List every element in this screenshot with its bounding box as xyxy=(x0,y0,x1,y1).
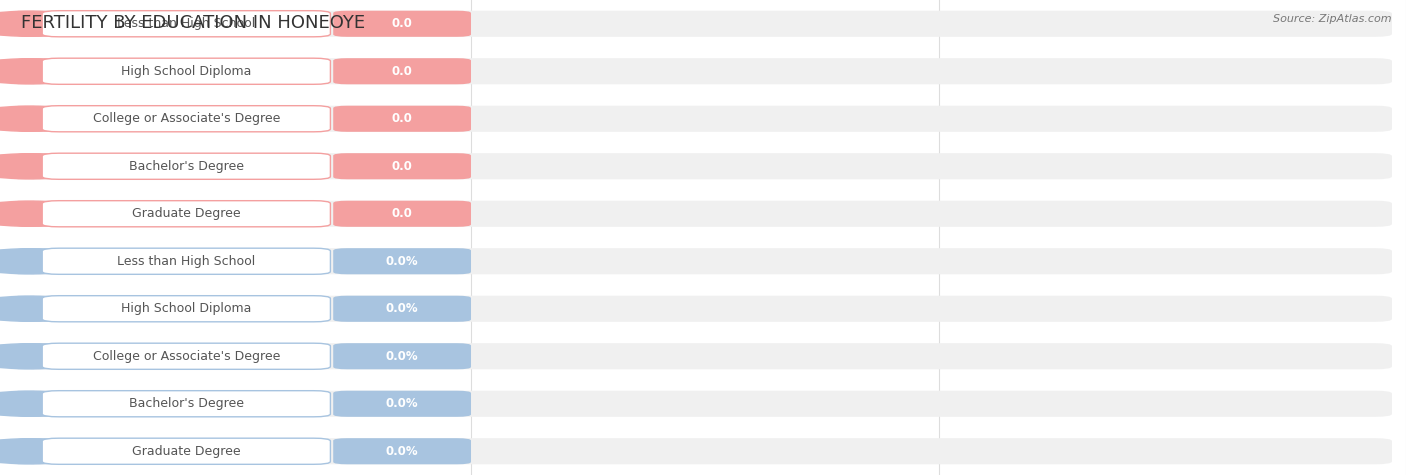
Text: College or Associate's Degree: College or Associate's Degree xyxy=(93,112,280,125)
FancyBboxPatch shape xyxy=(42,11,330,37)
FancyBboxPatch shape xyxy=(25,343,1392,370)
Text: 0.0%: 0.0% xyxy=(385,302,419,315)
FancyBboxPatch shape xyxy=(333,11,471,37)
FancyBboxPatch shape xyxy=(42,438,330,465)
FancyBboxPatch shape xyxy=(10,58,42,85)
Circle shape xyxy=(0,344,107,369)
FancyBboxPatch shape xyxy=(42,343,330,370)
FancyBboxPatch shape xyxy=(25,438,1392,465)
FancyBboxPatch shape xyxy=(25,106,1392,132)
FancyBboxPatch shape xyxy=(10,248,42,275)
FancyBboxPatch shape xyxy=(25,200,1392,227)
FancyBboxPatch shape xyxy=(10,295,42,322)
FancyBboxPatch shape xyxy=(25,58,1392,85)
FancyBboxPatch shape xyxy=(25,11,1392,37)
Circle shape xyxy=(0,391,107,416)
FancyBboxPatch shape xyxy=(333,248,471,275)
Text: Less than High School: Less than High School xyxy=(117,17,256,30)
FancyBboxPatch shape xyxy=(25,248,1392,275)
FancyBboxPatch shape xyxy=(333,343,471,370)
Text: Less than High School: Less than High School xyxy=(117,255,256,268)
FancyBboxPatch shape xyxy=(42,153,330,180)
FancyBboxPatch shape xyxy=(333,438,471,465)
Text: 0.0: 0.0 xyxy=(392,17,412,30)
Circle shape xyxy=(0,201,107,226)
Circle shape xyxy=(0,154,107,179)
FancyBboxPatch shape xyxy=(25,153,1392,180)
FancyBboxPatch shape xyxy=(42,390,330,417)
FancyBboxPatch shape xyxy=(333,153,471,180)
Circle shape xyxy=(0,11,107,36)
FancyBboxPatch shape xyxy=(10,153,42,180)
Text: FERTILITY BY EDUCATION IN HONEOYE: FERTILITY BY EDUCATION IN HONEOYE xyxy=(21,14,366,32)
FancyBboxPatch shape xyxy=(42,295,330,322)
FancyBboxPatch shape xyxy=(10,200,42,227)
Text: Bachelor's Degree: Bachelor's Degree xyxy=(129,160,243,173)
Text: High School Diploma: High School Diploma xyxy=(121,302,252,315)
FancyBboxPatch shape xyxy=(10,343,42,370)
FancyBboxPatch shape xyxy=(10,106,42,132)
FancyBboxPatch shape xyxy=(333,295,471,322)
FancyBboxPatch shape xyxy=(42,106,330,132)
Circle shape xyxy=(0,439,107,464)
Text: 0.0: 0.0 xyxy=(392,65,412,78)
Circle shape xyxy=(0,249,107,274)
FancyBboxPatch shape xyxy=(42,58,330,85)
Text: High School Diploma: High School Diploma xyxy=(121,65,252,78)
FancyBboxPatch shape xyxy=(333,390,471,417)
Text: 0.0: 0.0 xyxy=(1396,249,1406,262)
Text: Bachelor's Degree: Bachelor's Degree xyxy=(129,397,243,410)
FancyBboxPatch shape xyxy=(42,248,330,275)
Text: 0.0: 0.0 xyxy=(461,249,481,262)
Text: 0.0%: 0.0% xyxy=(385,255,419,268)
Text: 0.0: 0.0 xyxy=(392,112,412,125)
Circle shape xyxy=(0,59,107,84)
Text: Graduate Degree: Graduate Degree xyxy=(132,445,240,458)
FancyBboxPatch shape xyxy=(25,390,1392,417)
Text: College or Associate's Degree: College or Associate's Degree xyxy=(93,350,280,363)
FancyBboxPatch shape xyxy=(333,200,471,227)
FancyBboxPatch shape xyxy=(10,11,42,37)
FancyBboxPatch shape xyxy=(333,58,471,85)
Text: 0.0%: 0.0% xyxy=(385,397,419,410)
Text: 0.0: 0.0 xyxy=(929,249,949,262)
Circle shape xyxy=(0,106,107,131)
Text: Graduate Degree: Graduate Degree xyxy=(132,207,240,220)
Text: 0.0: 0.0 xyxy=(392,207,412,220)
FancyBboxPatch shape xyxy=(42,200,330,227)
FancyBboxPatch shape xyxy=(10,390,42,417)
Text: 0.0: 0.0 xyxy=(392,160,412,173)
Text: 0.0%: 0.0% xyxy=(385,350,419,363)
FancyBboxPatch shape xyxy=(333,106,471,132)
Circle shape xyxy=(0,296,107,321)
Text: 0.0%: 0.0% xyxy=(385,445,419,458)
FancyBboxPatch shape xyxy=(25,295,1392,322)
FancyBboxPatch shape xyxy=(10,438,42,465)
Text: Source: ZipAtlas.com: Source: ZipAtlas.com xyxy=(1274,14,1392,24)
